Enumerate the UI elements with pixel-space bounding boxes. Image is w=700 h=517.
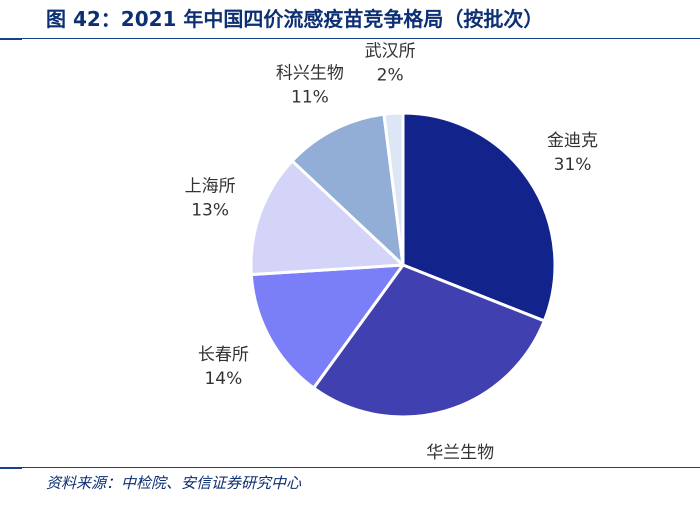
top-divider xyxy=(0,38,700,39)
pie-slice-1 xyxy=(312,263,546,419)
slice-label-3: 上海所 13% xyxy=(185,177,236,221)
slice-percent-0: 31% xyxy=(554,155,592,175)
slice-name-1: 华兰生物 xyxy=(426,443,494,463)
slice-label-0: 金迪克 31% xyxy=(547,131,598,175)
slice-label-2: 长春所 14% xyxy=(198,345,249,389)
pie-chart: 金迪克 31% 华兰生物29% 长春所 14% 上海所 13% 科兴生物 11% 武汉所 2% xyxy=(185,41,598,463)
slice-name-2: 长春所 xyxy=(198,345,249,365)
slice-label-1: 华兰生物29% xyxy=(426,443,494,463)
slice-percent-3: 13% xyxy=(191,201,229,221)
slice-name-4: 科兴生物 xyxy=(276,63,344,83)
slice-label-5: 武汉所 2% xyxy=(365,41,416,85)
bottom-divider-accent xyxy=(0,467,22,469)
pie-slice-3 xyxy=(249,159,405,277)
source-note: 资料来源：中检院、安信证券研究中心 xyxy=(46,474,302,492)
slice-name-5: 武汉所 xyxy=(365,41,416,61)
pie-slice-5 xyxy=(382,111,405,267)
chart-title: 图 42：2021 年中国四价流感疫苗竞争格局（按批次） xyxy=(46,7,544,31)
slice-name-3: 上海所 xyxy=(185,177,236,197)
pie-slice-0 xyxy=(401,111,557,323)
slice-percent-2: 14% xyxy=(204,369,242,389)
slice-percent-4: 11% xyxy=(291,87,329,107)
bottom-divider xyxy=(0,467,700,468)
pie-slice-2 xyxy=(249,263,405,390)
slice-label-4: 科兴生物 11% xyxy=(276,63,344,107)
pie-slice-4 xyxy=(290,112,405,267)
slice-percent-5: 2% xyxy=(377,65,404,85)
top-divider-accent xyxy=(0,38,22,40)
slice-name-0: 金迪克 xyxy=(547,131,598,151)
